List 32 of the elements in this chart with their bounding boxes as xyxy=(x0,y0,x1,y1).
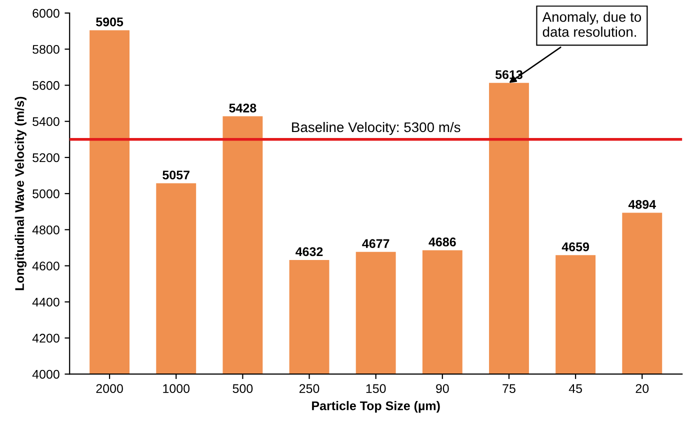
y-tick-label: 5800 xyxy=(32,44,60,54)
ref-line-label: Baseline Velocity: 5300 m/s xyxy=(292,122,460,135)
x-tick-label: 250 xyxy=(299,384,320,394)
x-tick-label: 150 xyxy=(366,384,386,394)
y-tick-label: 5400 xyxy=(32,117,60,126)
data-label: 4894 xyxy=(628,200,656,209)
y-tick-label: 5000 xyxy=(32,189,60,198)
y-axis-title: Longitudinal Wave Velocity (m/s) xyxy=(14,96,27,290)
x-tick-label: 2000 xyxy=(96,384,123,394)
annotation: Anomaly, due to data resolution. xyxy=(542,12,642,37)
x-tick-label: 90 xyxy=(436,384,449,394)
data-label: 4632 xyxy=(296,247,323,256)
x-axis-title: Particle Top Size (µm) xyxy=(312,401,440,413)
y-tick-label: 4400 xyxy=(32,298,60,307)
y-tick-label: 5600 xyxy=(32,81,60,90)
x-tick-label: 45 xyxy=(568,384,582,394)
data-label: 5905 xyxy=(96,17,124,26)
data-label: 4659 xyxy=(562,242,590,252)
x-tick-label: 20 xyxy=(636,384,649,394)
data-label: 4686 xyxy=(428,238,456,246)
y-tick-label: 4200 xyxy=(32,334,60,343)
data-label: 4677 xyxy=(362,239,390,248)
y-tick-label: 6000 xyxy=(32,8,60,18)
data-label: 5428 xyxy=(229,104,256,112)
x-tick-label: 500 xyxy=(232,384,253,394)
x-tick-label: 75 xyxy=(502,384,516,394)
y-tick-label: 4000 xyxy=(32,370,60,379)
data-label: 5057 xyxy=(162,170,190,180)
x-tick-label: 1000 xyxy=(163,384,190,394)
y-tick-label: 4600 xyxy=(32,262,60,270)
y-tick-label: 5200 xyxy=(32,153,60,162)
y-tick-label: 4800 xyxy=(32,225,60,234)
